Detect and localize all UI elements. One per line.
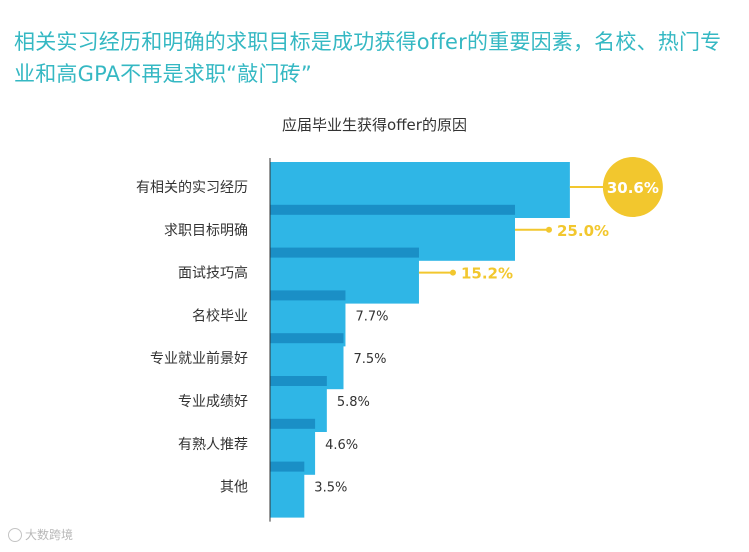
bar-shadow-2 — [270, 247, 419, 258]
category-label-6: 有熟人推荐 — [178, 437, 248, 453]
headline: 相关实习经历和明确的求职目标是成功获得offer的重要因素，名校、热门专业和高G… — [14, 30, 722, 86]
value-label-3: 7.7% — [355, 309, 388, 324]
callout-dot-2 — [449, 269, 456, 276]
category-label-4: 专业就业前景好 — [150, 350, 248, 367]
watermark: 大数跨境 — [8, 526, 73, 543]
value-label-5: 5.8% — [337, 395, 370, 410]
highlight-circle — [602, 157, 663, 217]
value-label-4: 7.5% — [354, 352, 387, 367]
category-label-1: 求职目标明确 — [164, 223, 248, 239]
bar-shadow-4 — [270, 333, 344, 344]
category-label-3: 名校毕业 — [192, 307, 248, 324]
value-label-1: 25.0% — [557, 222, 609, 240]
bar-shadow-7 — [270, 461, 305, 472]
bar-shadow-5 — [270, 376, 327, 386]
category-label-7: 其他 — [220, 480, 248, 496]
value-label-7: 3.5% — [314, 481, 347, 496]
bar-shadow-6 — [270, 418, 316, 429]
value-label-6: 4.6% — [325, 438, 358, 453]
category-label-0: 有相关的实习经历 — [136, 180, 248, 196]
watermark-logo-icon — [8, 527, 22, 542]
value-label-0: 30.6% — [607, 179, 659, 197]
bars-layer: 有相关的实习经历 30.6% 求职目标明确 25.0% 面试技巧高 15.2% 名校毕业 7.… — [136, 157, 663, 518]
chart-title: 应届毕业生获得offer的原因 — [282, 116, 467, 134]
value-label-2: 15.2% — [461, 265, 513, 283]
bar-shadow-3 — [270, 290, 346, 301]
category-label-5: 专业成绩好 — [178, 394, 248, 410]
callout-dot-1 — [546, 226, 552, 233]
watermark-text: 大数跨境 — [25, 528, 74, 542]
category-label-2: 面试技巧高 — [178, 265, 248, 282]
bar-shadow-1 — [270, 204, 515, 215]
